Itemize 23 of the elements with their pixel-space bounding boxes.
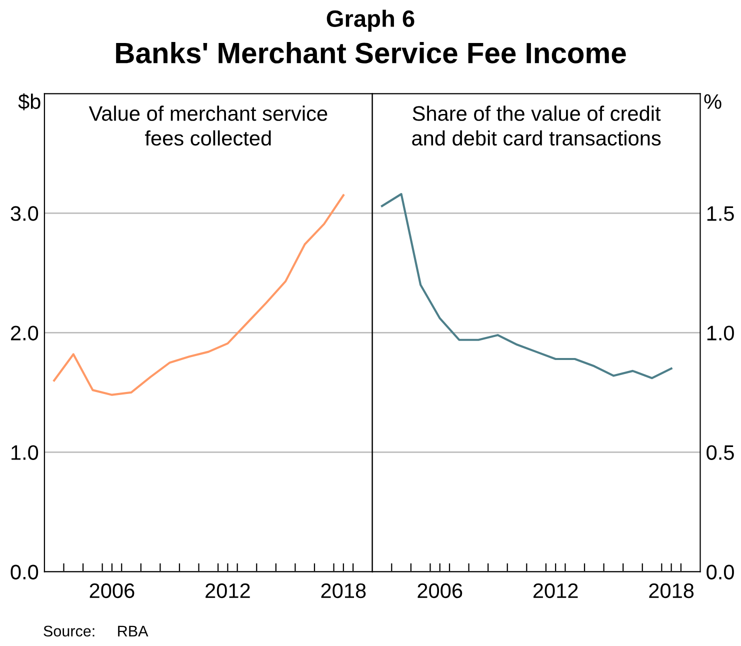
- line-series: [53, 194, 344, 396]
- y-axis-title: $b: [18, 93, 40, 110]
- x-tick-label: 2018: [649, 583, 694, 598]
- chart-title: Graph 6: [326, 10, 414, 32]
- x-tick-label: 2012: [533, 583, 578, 598]
- x-tick-label: 2006: [418, 583, 462, 598]
- y2-tick-label: 1.0: [707, 326, 734, 340]
- y2-tick-label: 0.0: [706, 564, 734, 580]
- y-tick-label: 3.0: [10, 206, 38, 221]
- line-series: [380, 193, 672, 380]
- y2-axis-title: %: [704, 94, 722, 109]
- source-note: Source: RBA: [44, 626, 148, 637]
- x-tick-label: 2006: [90, 583, 134, 598]
- y2-tick-label: 1.5: [707, 206, 734, 221]
- y-tick-label: 1.0: [12, 445, 38, 460]
- y-tick-label: 0.0: [10, 564, 38, 580]
- chart-subtitle: Banks' Merchant Service Fee Income: [116, 42, 626, 64]
- y-tick-label: 2.0: [10, 326, 38, 340]
- x-tick-label: 2018: [321, 583, 366, 598]
- annotation: Value of merchant service fees collected: [88, 106, 328, 146]
- annotation: Share of the value of credit and debit card transactions: [412, 106, 661, 146]
- x-tick-label: 2012: [206, 583, 250, 598]
- y2-tick-label: 0.5: [706, 445, 734, 460]
